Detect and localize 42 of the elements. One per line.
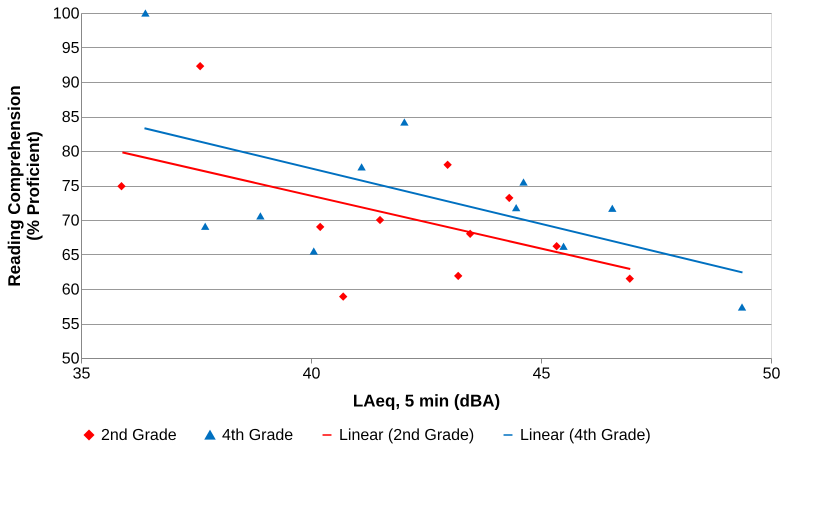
y-tick-label: 95	[62, 40, 80, 57]
point	[738, 303, 746, 311]
x-tick-label: 35	[72, 366, 90, 382]
y-axis-title: Reading Comprehension (% Proficient)	[4, 85, 43, 287]
y-tick-label: 75	[62, 178, 80, 195]
y-tick-label: 100	[52, 6, 80, 22]
point	[400, 118, 409, 126]
point	[552, 242, 561, 250]
point	[454, 272, 462, 280]
point	[559, 242, 568, 250]
x-tick-label: 50	[762, 366, 780, 382]
legend-label: 4th Grade	[222, 427, 294, 444]
y-tick-label: 60	[62, 282, 80, 298]
point	[316, 222, 324, 232]
point	[443, 160, 452, 169]
point	[339, 292, 348, 301]
point	[196, 62, 204, 70]
legend-label: Linear (2nd Grade)	[339, 427, 474, 444]
point	[310, 247, 318, 255]
legend-label: Linear (4th Grade)	[520, 427, 651, 444]
point	[141, 9, 150, 17]
y-tick-label: 80	[62, 144, 80, 160]
y-tick-label: 70	[62, 212, 80, 230]
y-tick-label: 90	[62, 74, 80, 92]
point	[201, 222, 210, 230]
point	[608, 204, 616, 212]
point	[256, 212, 265, 220]
point	[626, 274, 634, 283]
legend-label: 2nd Grade	[101, 427, 177, 444]
x-tick-label: 40	[302, 366, 320, 382]
y-tick-label: 50	[62, 350, 80, 368]
point	[505, 194, 514, 202]
point	[519, 178, 528, 186]
point	[512, 204, 520, 212]
point	[117, 182, 126, 190]
y-tick-label: 65	[62, 247, 80, 264]
point	[376, 216, 384, 224]
y-tick-label: 55	[62, 316, 80, 333]
x-axis-title: LAeq, 5 min (dBA)	[352, 392, 500, 410]
point	[357, 163, 366, 170]
x-tick-label: 45	[532, 366, 550, 382]
y-tick-label: 85	[62, 109, 80, 126]
